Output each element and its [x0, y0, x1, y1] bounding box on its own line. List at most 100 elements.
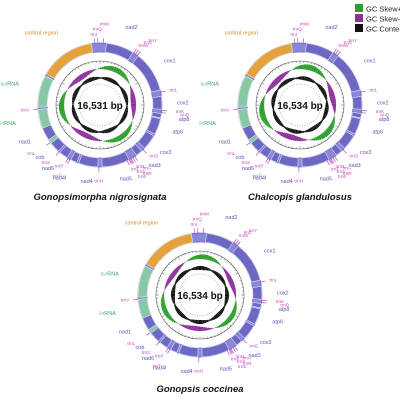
gc-content-segment: [219, 309, 224, 314]
gc-skew-negative-segment: [207, 327, 210, 331]
gc-skew-negative-segment: [130, 93, 135, 97]
scale-tick: [274, 139, 276, 142]
gene-block-nad5: [301, 151, 330, 168]
trna-tick-trnf: [326, 160, 330, 166]
gc-content-segment: [172, 286, 176, 289]
gc-skew-positive-segment: [271, 127, 274, 130]
genome-length-label: 16,534 bp: [277, 101, 323, 112]
gene-label-s-rrna: s-rRNA: [1, 81, 19, 87]
gc-skew-positive-segment: [316, 69, 321, 74]
scale-tick: [81, 65, 83, 67]
gc-content-segment: [274, 116, 279, 120]
gc-content-segment: [172, 287, 176, 290]
gc-content-segment: [171, 298, 176, 301]
gc-content-segment: [300, 130, 302, 134]
gc-skew-negative-segment: [278, 131, 283, 136]
gc-content-segment: [313, 80, 316, 84]
gc-content-segment: [171, 291, 176, 294]
trna-label-trnd: trnD: [180, 112, 189, 117]
gc-skew-negative-segment: [87, 70, 91, 75]
trna-tick-trnc: [235, 239, 239, 245]
gc-content-segment: [123, 96, 128, 99]
gc-content-segment: [119, 86, 122, 89]
gc-content-segment: [119, 121, 122, 124]
scale-tick: [134, 79, 137, 81]
gene-label-l-rrna: l-rRNA: [0, 121, 16, 127]
gc-content-segment: [201, 266, 204, 271]
gc-skew-negative-segment: [230, 283, 235, 287]
gene-label-cox1: cox1: [164, 58, 176, 64]
gc-skew-negative-segment: [222, 267, 225, 269]
gc-content-segment: [281, 81, 286, 86]
legend-label-gc-skew-pos: GC Skew+: [366, 5, 400, 14]
scale-tick: [68, 134, 71, 137]
trna-label-trnr: trnR: [343, 171, 352, 176]
gc-skew-negative-segment: [73, 127, 77, 131]
gc-skew-negative-segment: [98, 139, 100, 141]
gc-skew-positive-segment: [161, 306, 167, 310]
gc-content-segment: [123, 112, 128, 116]
gc-content-segment: [115, 125, 118, 128]
gc-content-segment: [77, 87, 81, 90]
gc-skew-negative-segment: [129, 85, 132, 88]
gc-skew-negative-segment: [183, 324, 187, 328]
gene-label-nad6: nad6: [42, 166, 54, 172]
gc-content-segment: [71, 99, 75, 101]
gc-skew-negative-segment: [331, 103, 336, 105]
gc-content-segment: [116, 124, 119, 127]
scale-tick: [317, 143, 319, 145]
scale-tick: [268, 134, 271, 137]
gc-content-segment: [202, 319, 205, 324]
scale-tick: [68, 73, 71, 76]
gc-skew-negative-segment: [303, 138, 306, 141]
gc-content-segment: [273, 114, 277, 117]
gc-skew-negative-segment: [329, 93, 335, 98]
gc-skew-negative-segment: [168, 275, 174, 280]
scale-tick: [174, 258, 176, 261]
gc-skew-negative-segment: [288, 134, 293, 140]
scale-tick: [120, 66, 123, 70]
gene-block-nad4: [78, 154, 99, 168]
gc-content-segment: [206, 267, 209, 271]
gene-label-atp6: atp6: [372, 129, 383, 135]
gc-skew-negative-segment: [267, 87, 272, 91]
gc-content-segment: [196, 319, 199, 324]
gc-content-segment: [284, 126, 287, 130]
gc-content-segment: [121, 90, 126, 94]
gc-content-segment: [324, 107, 329, 110]
gc-content-segment: [224, 303, 227, 306]
gc-skew-negative-segment: [74, 78, 79, 83]
gc-skew-negative-segment: [131, 110, 136, 113]
gc-content-segment: [195, 319, 198, 324]
gc-content-segment: [292, 129, 295, 134]
gc-content-segment: [221, 279, 225, 283]
gc-content-segment: [222, 306, 225, 309]
genome-length-label: 16,531 bp: [77, 101, 123, 112]
gc-skew-negative-segment: [326, 80, 328, 83]
gc-content-segment: [208, 319, 210, 322]
gc-skew-positive-segment: [314, 67, 319, 73]
gc-content-segment: [81, 83, 84, 86]
gc-content-segment: [84, 126, 88, 130]
gc-content-segment: [118, 122, 121, 125]
gc-content-segment: [122, 115, 127, 119]
gc-content-segment: [85, 126, 89, 131]
gc-content-segment: [278, 86, 281, 89]
gc-skew-positive-segment: [273, 129, 275, 131]
gc-skew-negative-segment: [85, 133, 89, 139]
gc-skew-negative-segment: [327, 85, 332, 89]
gc-content-segment: [291, 128, 294, 133]
gc-content-segment: [324, 108, 329, 112]
gc-skew-negative-segment: [232, 289, 236, 292]
scale-tick: [281, 143, 283, 145]
gc-skew-positive-segment: [60, 112, 66, 116]
gc-skew-positive-segment: [234, 302, 237, 305]
gc-skew-negative-segment: [205, 327, 208, 331]
gene-label-nad2: nad2: [125, 25, 137, 31]
scale-tick: [160, 276, 162, 278]
scale-tick: [114, 63, 116, 66]
gc-content-segment: [200, 266, 202, 271]
gc-skew-negative-segment: [282, 72, 286, 78]
scale-tick: [238, 312, 240, 314]
trna-label-trnl: trnL: [227, 151, 235, 156]
